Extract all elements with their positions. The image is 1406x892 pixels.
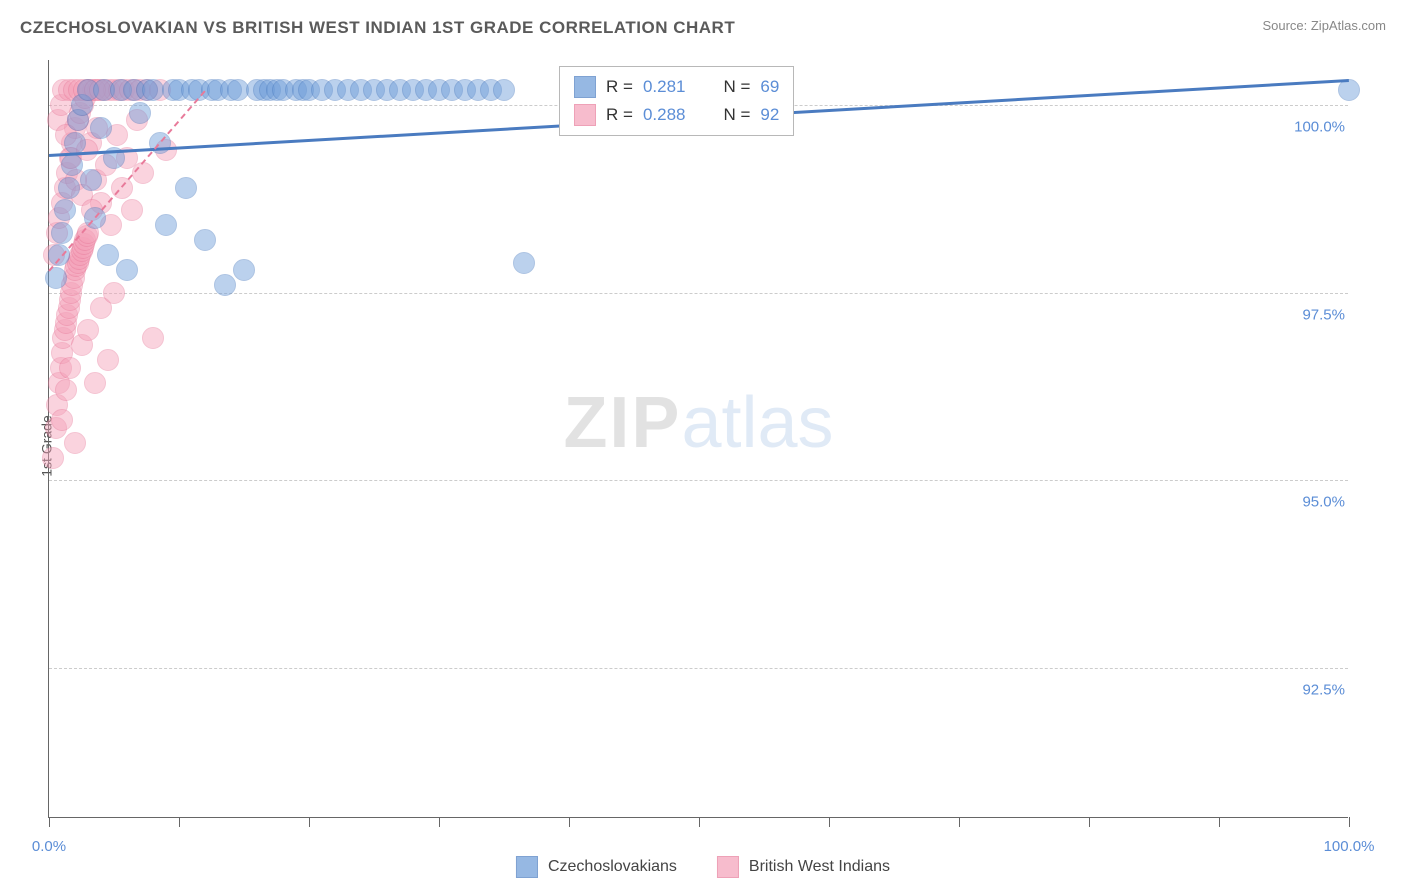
scatter-point: [55, 379, 77, 401]
x-tick: [569, 817, 570, 827]
scatter-point: [80, 169, 102, 191]
n-label: N =: [723, 77, 750, 97]
scatter-point: [42, 447, 64, 469]
watermark: ZIPatlas: [563, 382, 833, 464]
r-label: R =: [606, 105, 633, 125]
x-tick: [179, 817, 180, 827]
stats-legend: R = 0.281 N = 69 R = 0.288 N = 92: [559, 66, 794, 136]
bottom-legend: Czechoslovakians British West Indians: [516, 856, 890, 878]
scatter-point: [51, 409, 73, 431]
source-label: Source:: [1262, 18, 1310, 33]
legend-label-2: British West Indians: [749, 858, 890, 876]
y-tick-label: 97.5%: [1302, 306, 1353, 323]
scatter-point: [77, 319, 99, 341]
legend-swatch-pink: [717, 856, 739, 878]
y-tick-label: 100.0%: [1294, 119, 1353, 136]
scatter-point: [142, 327, 164, 349]
scatter-point: [64, 432, 86, 454]
legend-item-czechoslovakians: Czechoslovakians: [516, 856, 677, 878]
n-value: 69: [760, 77, 779, 97]
scatter-point: [84, 372, 106, 394]
scatter-point: [214, 274, 236, 296]
scatter-point: [129, 102, 151, 124]
x-tick: [1089, 817, 1090, 827]
gridline-horizontal: [49, 668, 1348, 669]
x-tick: [959, 817, 960, 827]
scatter-point: [54, 199, 76, 221]
source-attribution: Source: ZipAtlas.com: [1262, 18, 1386, 33]
scatter-point: [58, 177, 80, 199]
scatter-point: [233, 259, 255, 281]
scatter-point: [103, 282, 125, 304]
x-tick: [439, 817, 440, 827]
plot-area: ZIPatlas 92.5%95.0%97.5%100.0%0.0%100.0%…: [48, 60, 1348, 818]
x-tick: [309, 817, 310, 827]
x-tick: [699, 817, 700, 827]
legend-swatch: [574, 76, 596, 98]
scatter-point: [121, 199, 143, 221]
source-value: ZipAtlas.com: [1311, 18, 1386, 33]
r-value: 0.288: [643, 105, 686, 125]
scatter-point: [59, 357, 81, 379]
r-value: 0.281: [643, 77, 686, 97]
scatter-point: [493, 79, 515, 101]
y-tick-label: 92.5%: [1302, 681, 1353, 698]
x-tick: [829, 817, 830, 827]
n-value: 92: [760, 105, 779, 125]
scatter-point: [513, 252, 535, 274]
watermark-atlas: atlas: [681, 383, 833, 463]
scatter-point: [155, 214, 177, 236]
scatter-point: [61, 154, 83, 176]
watermark-zip: ZIP: [563, 383, 681, 463]
scatter-point: [51, 222, 73, 244]
legend-swatch-blue: [516, 856, 538, 878]
legend-swatch: [574, 104, 596, 126]
scatter-point: [64, 132, 86, 154]
x-tick: [1349, 817, 1350, 827]
legend-label-1: Czechoslovakians: [548, 858, 677, 876]
scatter-point: [97, 244, 119, 266]
scatter-point: [116, 259, 138, 281]
chart-header: CZECHOSLOVAKIAN VS BRITISH WEST INDIAN 1…: [0, 0, 1406, 48]
r-label: R =: [606, 77, 633, 97]
gridline-horizontal: [49, 293, 1348, 294]
chart-title: CZECHOSLOVAKIAN VS BRITISH WEST INDIAN 1…: [20, 18, 735, 38]
scatter-point: [97, 349, 119, 371]
scatter-point: [194, 229, 216, 251]
x-tick: [1219, 817, 1220, 827]
stats-legend-row: R = 0.281 N = 69: [574, 73, 779, 101]
x-tick-label: 0.0%: [32, 838, 66, 855]
stats-legend-row: R = 0.288 N = 92: [574, 101, 779, 129]
scatter-point: [175, 177, 197, 199]
x-tick-label: 100.0%: [1324, 838, 1375, 855]
y-tick-label: 95.0%: [1302, 494, 1353, 511]
gridline-horizontal: [49, 480, 1348, 481]
legend-item-british-west-indians: British West Indians: [717, 856, 890, 878]
x-tick: [49, 817, 50, 827]
scatter-point: [90, 117, 112, 139]
n-label: N =: [723, 105, 750, 125]
